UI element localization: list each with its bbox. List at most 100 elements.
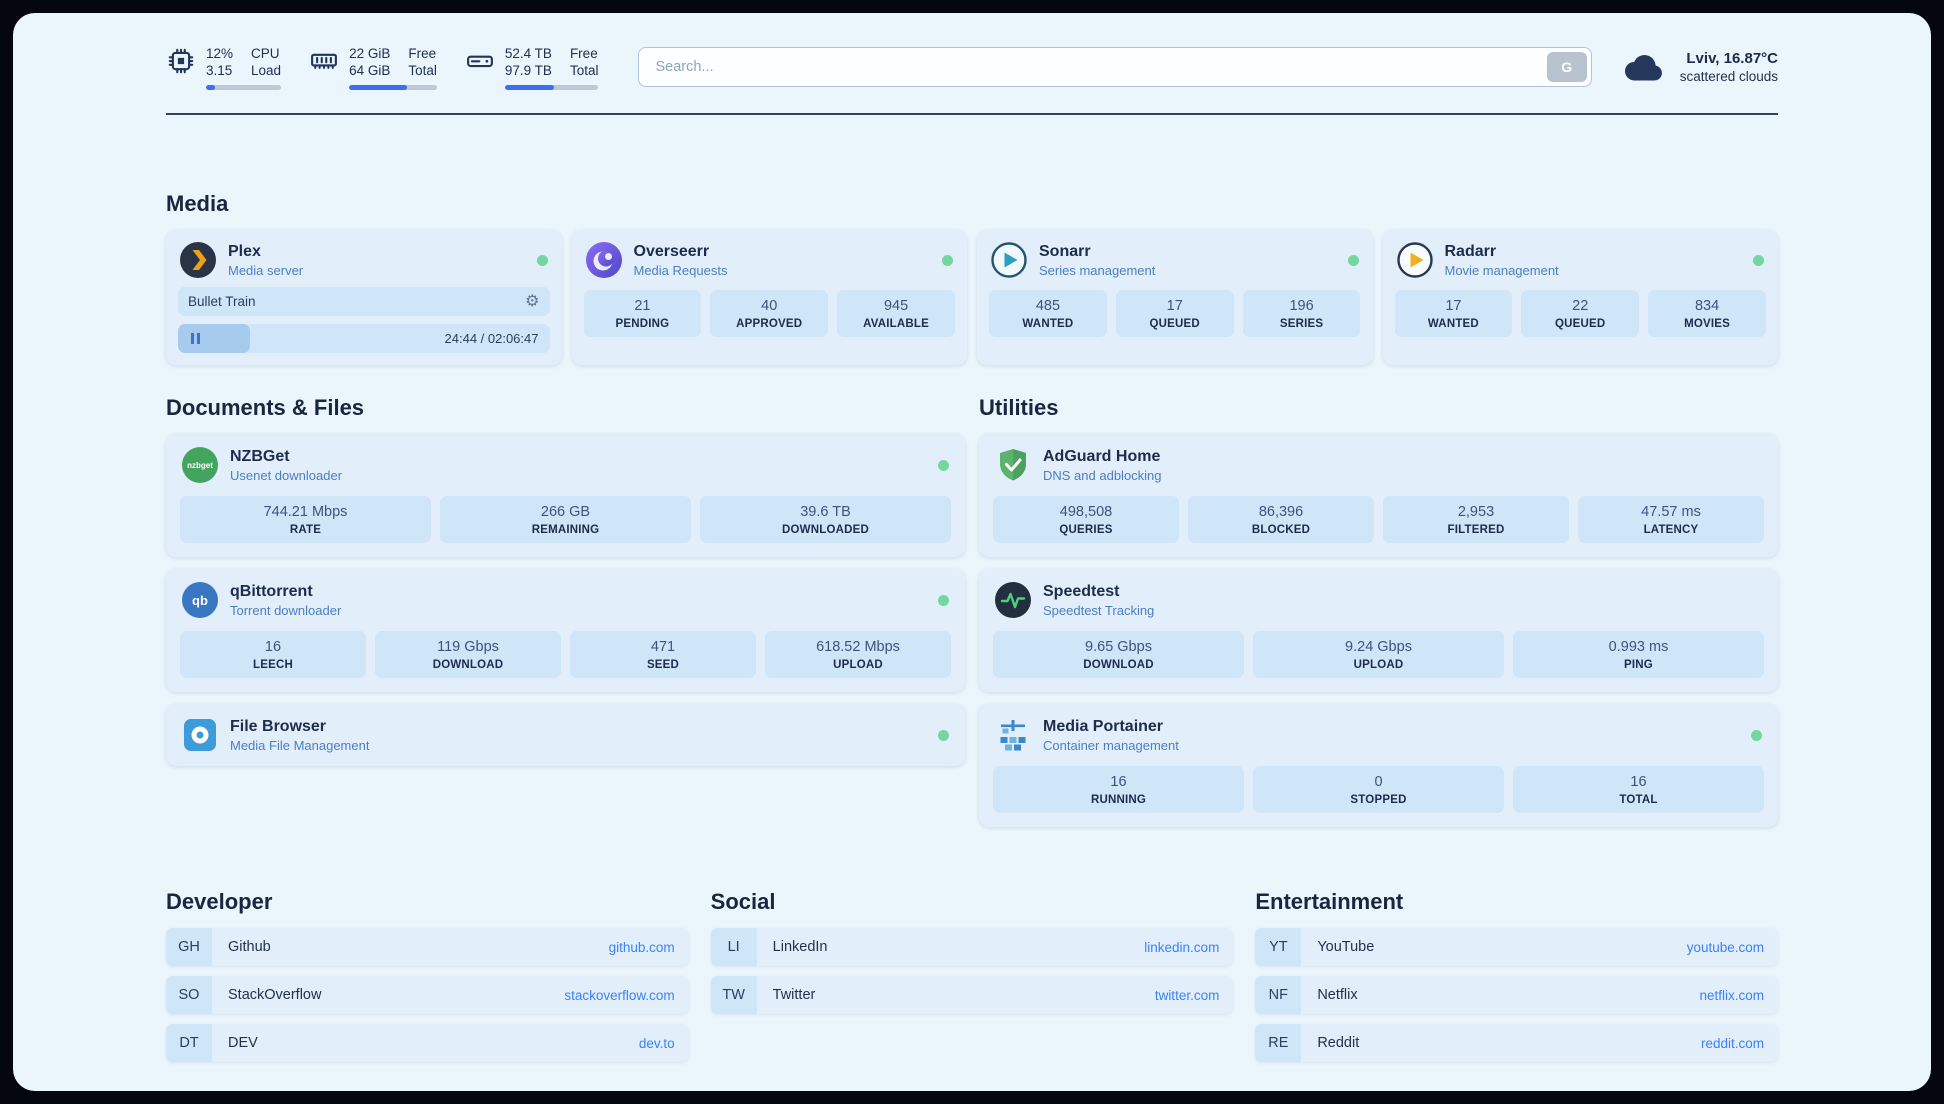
stat-box: 17 WANTED bbox=[1394, 290, 1513, 337]
stat-box: 2,953 FILTERED bbox=[1383, 496, 1569, 543]
card-adguard[interactable]: AdGuard Home DNS and adblocking 498,508 … bbox=[979, 434, 1778, 557]
stat-value: 40 bbox=[761, 298, 778, 314]
section-documents: Documents & Files nzbget NZBGet U bbox=[166, 395, 965, 766]
ram-free-value: 22 GiB bbox=[349, 45, 391, 61]
stat-value: 0.993 ms bbox=[1608, 639, 1669, 655]
bookmark-url: github.com bbox=[608, 939, 675, 955]
stat-label: TOTAL bbox=[1619, 794, 1658, 806]
app-description: Speedtest Tracking bbox=[1043, 603, 1155, 618]
radarr-icon bbox=[1396, 242, 1433, 278]
cpu-label: CPU bbox=[251, 45, 280, 61]
bookmark-stackoverflow[interactable]: SO StackOverflow stackoverflow.com bbox=[166, 976, 689, 1014]
search-input[interactable] bbox=[638, 47, 1592, 87]
stat-value: 0 bbox=[1374, 774, 1383, 790]
app-description: Media server bbox=[228, 263, 304, 278]
section-media: Media Plex Media server bbox=[166, 191, 1778, 365]
bookmark-dev[interactable]: DT DEV dev.to bbox=[166, 1024, 689, 1062]
section-social: Social LI LinkedIn linkedin.com TW Twitt… bbox=[710, 889, 1234, 1072]
stat-box: 21 PENDING bbox=[583, 290, 702, 337]
stat-value: 2,953 bbox=[1457, 504, 1495, 520]
section-title-media: Media bbox=[166, 191, 229, 216]
bookmark-abbr: SO bbox=[166, 976, 212, 1014]
playback-progress-bar[interactable]: 24:44 / 02:06:47 bbox=[178, 324, 550, 353]
weather-condition: scattered clouds bbox=[1679, 68, 1778, 84]
stat-box: 16 TOTAL bbox=[1513, 766, 1764, 813]
bookmark-github[interactable]: GH Github github.com bbox=[166, 928, 689, 966]
section-title-utilities: Utilities bbox=[979, 395, 1059, 420]
stat-label: WANTED bbox=[1022, 318, 1074, 330]
card-radarr[interactable]: Radarr Movie management 17 WANTED 22 QUE… bbox=[1382, 230, 1778, 365]
stat-value: 39.6 TB bbox=[800, 504, 851, 520]
nzbget-icon: nzbget bbox=[182, 447, 218, 483]
plex-icon bbox=[180, 242, 216, 278]
app-description: Media File Management bbox=[230, 738, 370, 753]
bookmark-name: Twitter bbox=[772, 987, 816, 1003]
overseerr-icon bbox=[585, 242, 622, 278]
stat-box: 39.6 TB DOWNLOADED bbox=[700, 496, 951, 543]
disk-icon bbox=[465, 46, 495, 76]
bookmark-twitter[interactable]: TW Twitter twitter.com bbox=[710, 976, 1234, 1014]
cpu-progress-fill bbox=[206, 84, 215, 90]
card-portainer[interactable]: Media Portainer Container management 16 … bbox=[979, 704, 1778, 827]
bookmark-url: dev.to bbox=[638, 1035, 675, 1051]
stat-label: STOPPED bbox=[1350, 794, 1407, 806]
gear-icon[interactable]: ⚙ bbox=[525, 292, 540, 310]
stat-label: DOWNLOAD bbox=[1083, 659, 1154, 671]
card-sonarr[interactable]: Sonarr Series management 485 WANTED 17 Q… bbox=[977, 230, 1373, 365]
stat-label: UPLOAD bbox=[1353, 659, 1404, 671]
stat-box: 485 WANTED bbox=[989, 290, 1107, 337]
stat-label: LEECH bbox=[253, 659, 293, 671]
stat-value: 86,396 bbox=[1258, 504, 1304, 520]
sonarr-icon bbox=[991, 242, 1027, 278]
ram-total-value: 64 GiB bbox=[349, 62, 391, 78]
card-nzbget[interactable]: nzbget NZBGet Usenet downloader 744.21 M… bbox=[166, 434, 965, 557]
section-developer: Developer GH Github github.com SO StackO… bbox=[166, 889, 689, 1072]
ram-total-label: Total bbox=[408, 62, 437, 78]
card-speedtest[interactable]: Speedtest Speedtest Tracking 9.65 Gbps D… bbox=[979, 569, 1778, 692]
bookmark-name: StackOverflow bbox=[228, 987, 322, 1003]
stat-box: 119 Gbps DOWNLOAD bbox=[375, 631, 561, 678]
stat-label: SERIES bbox=[1279, 318, 1324, 330]
stat-value: 16 bbox=[1110, 774, 1127, 790]
pause-icon[interactable] bbox=[191, 333, 200, 344]
stat-value: 498,508 bbox=[1059, 504, 1113, 520]
stat-label: QUERIES bbox=[1059, 524, 1113, 536]
qbittorrent-icon: qb bbox=[182, 582, 218, 618]
bookmark-abbr: LI bbox=[710, 928, 757, 966]
stat-value: 945 bbox=[883, 298, 909, 314]
weather-widget[interactable]: Lviv, 16.87°C scattered clouds bbox=[1622, 49, 1778, 86]
stat-value: 266 GB bbox=[540, 504, 591, 520]
app-name: Radarr bbox=[1444, 243, 1497, 260]
bookmark-url: reddit.com bbox=[1700, 1035, 1764, 1051]
stat-value: 22 bbox=[1572, 298, 1589, 314]
stat-box: 196 SERIES bbox=[1242, 290, 1361, 337]
bookmark-linkedin[interactable]: LI LinkedIn linkedin.com bbox=[710, 928, 1234, 966]
status-indicator bbox=[938, 459, 949, 471]
card-overseerr[interactable]: Overseerr Media Requests 21 PENDING 40 A… bbox=[571, 230, 967, 365]
media-grid: Plex Media server Bullet Train ⚙ 24:44 /… bbox=[166, 230, 1778, 365]
stat-value: 16 bbox=[264, 639, 282, 655]
bookmark-youtube[interactable]: YT YouTube youtube.com bbox=[1255, 928, 1778, 966]
stat-value: 834 bbox=[1694, 298, 1720, 314]
stat-label: LATENCY bbox=[1643, 524, 1699, 536]
card-qbittorrent[interactable]: qb qBittorrent Torrent downloader 16 LEE… bbox=[166, 569, 965, 692]
card-filebrowser[interactable]: File Browser Media File Management bbox=[166, 704, 965, 766]
card-plex[interactable]: Plex Media server Bullet Train ⚙ 24:44 /… bbox=[166, 230, 562, 365]
stat-label: FILTERED bbox=[1447, 524, 1505, 536]
section-entertainment: Entertainment YT YouTube youtube.com NF … bbox=[1255, 889, 1778, 1072]
bookmark-netflix[interactable]: NF Netflix netflix.com bbox=[1255, 976, 1778, 1014]
section-title-entertainment: Entertainment bbox=[1255, 889, 1404, 914]
stat-value: 17 bbox=[1445, 298, 1462, 314]
now-playing-row: Bullet Train ⚙ bbox=[178, 287, 550, 316]
bookmark-reddit[interactable]: RE Reddit reddit.com bbox=[1255, 1024, 1778, 1062]
app-description: Movie management bbox=[1444, 263, 1559, 278]
app-name: Plex bbox=[228, 243, 261, 260]
stat-box: 86,396 BLOCKED bbox=[1188, 496, 1374, 543]
stat-label: MOVIES bbox=[1684, 318, 1731, 330]
stat-value: 119 Gbps bbox=[437, 639, 499, 655]
bookmark-name: YouTube bbox=[1317, 939, 1375, 955]
stat-value: 744.21 Mbps bbox=[263, 504, 348, 520]
app-name: Overseerr bbox=[633, 243, 710, 260]
search-engine-button[interactable]: G bbox=[1546, 52, 1587, 82]
stat-label: PENDING bbox=[615, 318, 670, 330]
